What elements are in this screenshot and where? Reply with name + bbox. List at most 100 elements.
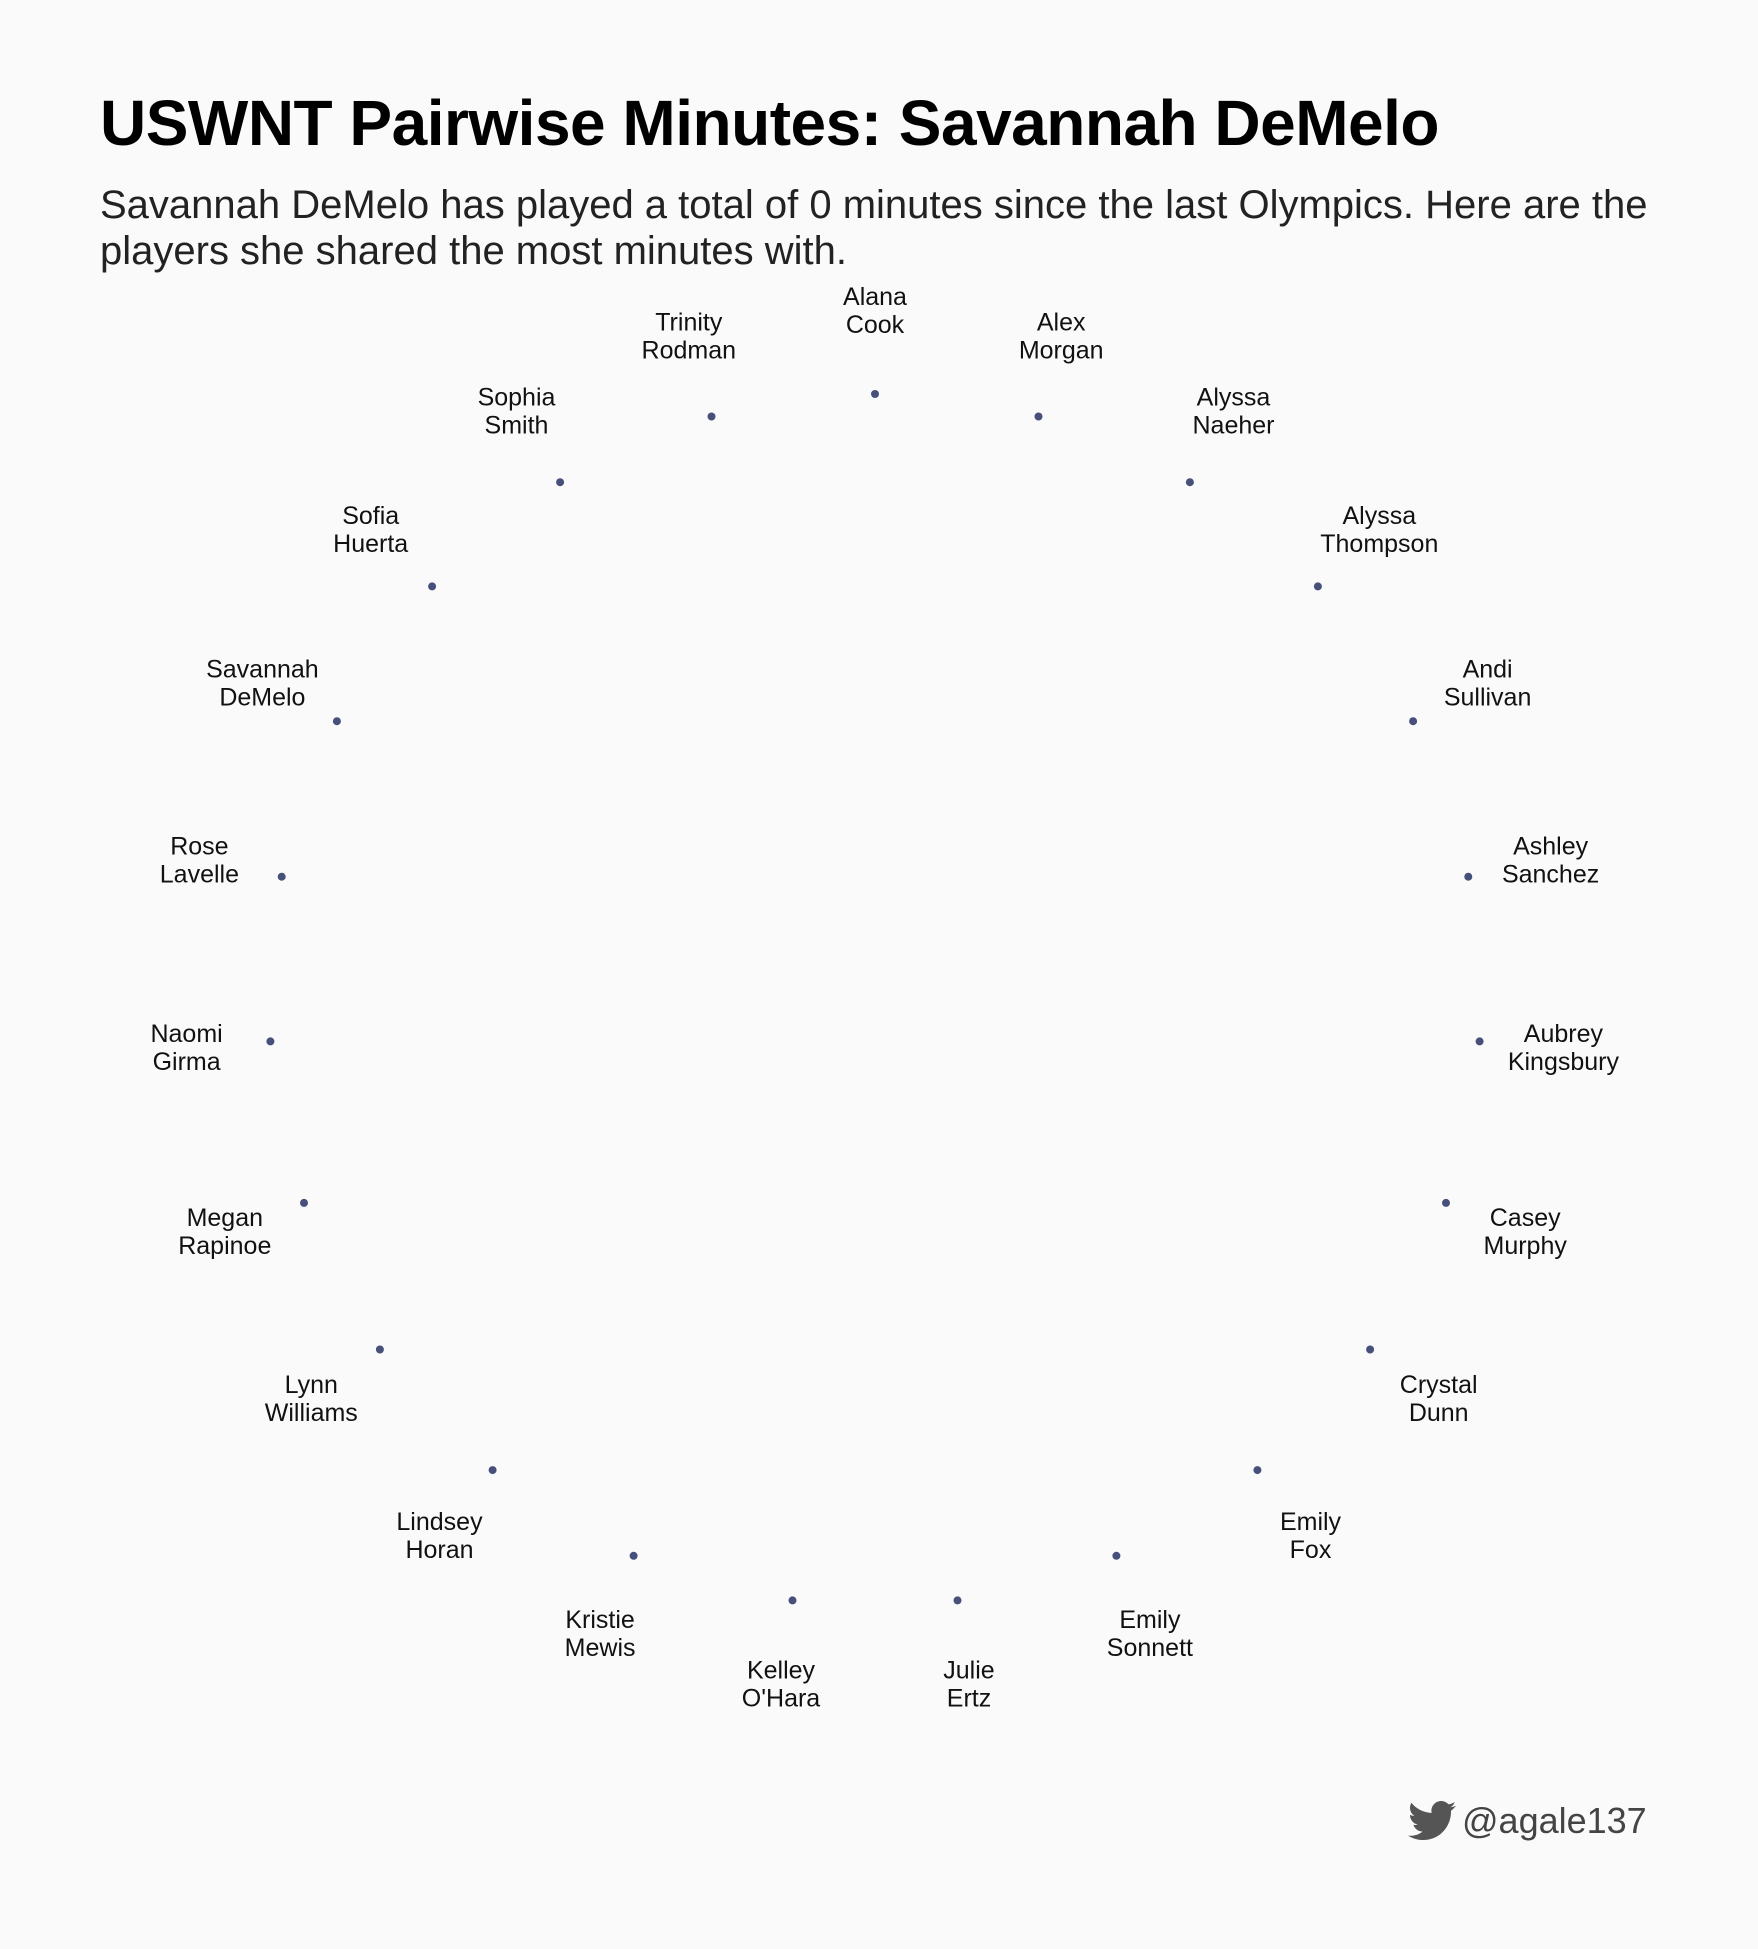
player-point	[1313, 582, 1322, 591]
player-node: Naomi Girma	[150, 1020, 275, 1076]
player-node: Lindsey Horan	[396, 1466, 497, 1564]
player-node: Alyssa Thompson	[1313, 502, 1438, 591]
player-point	[1253, 1466, 1262, 1475]
player-label-line: Julie	[943, 1657, 994, 1685]
player-point	[707, 412, 716, 421]
player-label-line: Fox	[1290, 1536, 1332, 1564]
chart-subtitle: Savannah DeMelo has played a total of 0 …	[100, 183, 1648, 273]
player-label: Kristie Mewis	[565, 1606, 636, 1662]
player-label-line: Lindsey	[396, 1508, 483, 1536]
player-label-line: Alex	[1037, 309, 1086, 337]
player-label-line: Mewis	[565, 1634, 636, 1662]
player-label-line: Kristie	[565, 1606, 634, 1634]
player-label-line: Williams	[265, 1399, 358, 1427]
player-label: Lindsey Horan	[396, 1508, 483, 1564]
player-label: Kelley O'Hara	[742, 1657, 821, 1713]
player-label-line: Emily	[1280, 1508, 1342, 1536]
player-node: Rose Lavelle	[160, 833, 286, 889]
player-node: Trinity Rodman	[642, 309, 737, 421]
player-label: Ashley Sanchez	[1502, 833, 1599, 889]
player-point	[332, 717, 341, 726]
player-label-line: Alyssa	[1197, 384, 1271, 412]
player-label-line: Naomi	[150, 1020, 222, 1048]
player-label-line: Crystal	[1400, 1371, 1478, 1399]
player-point	[788, 1596, 797, 1605]
player-label-line: Dunn	[1409, 1399, 1469, 1427]
player-node: Ashley Sanchez	[1464, 833, 1599, 889]
player-label-line: Rose	[170, 833, 228, 861]
player-label: Alyssa Naeher	[1193, 384, 1275, 440]
player-node: Emily Fox	[1253, 1466, 1342, 1564]
player-label: Emily Sonnett	[1107, 1606, 1193, 1662]
player-label-line: Alana	[843, 283, 907, 311]
credit-handle: @agale137	[1462, 1800, 1647, 1841]
player-point	[428, 582, 437, 591]
player-point	[629, 1551, 638, 1560]
player-node: Alana Cook	[843, 283, 907, 398]
player-node: Alyssa Naeher	[1185, 384, 1275, 487]
player-label-line: O'Hara	[742, 1685, 821, 1713]
player-label: Andi Sullivan	[1444, 656, 1532, 712]
twitter-icon	[1408, 1801, 1456, 1841]
player-node: Sofia Huerta	[333, 502, 437, 591]
player-node: Megan Rapinoe	[178, 1198, 308, 1260]
player-label-line: Ashley	[1513, 833, 1589, 861]
player-label-line: Alyssa	[1342, 502, 1416, 530]
player-node: Kristie Mewis	[565, 1551, 638, 1662]
player-label-line: Sophia	[478, 384, 556, 412]
player-label-line: Kingsbury	[1508, 1048, 1620, 1076]
player-label: Rose Lavelle	[160, 833, 239, 889]
player-label-line: Rapinoe	[178, 1232, 271, 1260]
player-label: Trinity Rodman	[642, 309, 737, 365]
player-point	[375, 1345, 384, 1354]
player-label-line: Andi	[1463, 656, 1513, 684]
player-label-line: Sofia	[342, 502, 399, 530]
player-label-line: Trinity	[655, 309, 723, 337]
player-node: Emily Sonnett	[1107, 1551, 1193, 1662]
player-label-line: Sonnett	[1107, 1634, 1193, 1662]
player-label-line: Sanchez	[1502, 861, 1599, 889]
player-point	[1475, 1037, 1484, 1046]
player-node: Alex Morgan	[1019, 309, 1104, 421]
credit: @agale137	[1408, 1800, 1647, 1842]
player-label-line: Girma	[153, 1048, 221, 1076]
player-point	[1185, 478, 1194, 487]
player-label-line: Casey	[1490, 1204, 1561, 1232]
player-label: Alex Morgan	[1019, 309, 1104, 365]
player-label: Naomi Girma	[150, 1020, 222, 1076]
player-label-line: Horan	[405, 1536, 473, 1564]
player-label-line: Cook	[846, 311, 905, 339]
player-label-line: Emily	[1119, 1606, 1181, 1634]
player-label-line: DeMelo	[219, 684, 305, 712]
player-point	[1112, 1551, 1121, 1560]
player-point	[300, 1198, 308, 1207]
player-label: Sophia Smith	[478, 384, 556, 440]
player-point	[266, 1037, 275, 1046]
player-label-line: Lynn	[285, 1371, 338, 1399]
player-label: Crystal Dunn	[1400, 1371, 1478, 1427]
player-node: Crystal Dunn	[1366, 1345, 1478, 1427]
player-label-line: Lavelle	[160, 861, 239, 889]
player-point	[871, 390, 879, 398]
player-label-line: Rodman	[642, 337, 737, 365]
player-label-line: Naeher	[1193, 412, 1275, 440]
player-label-line: Murphy	[1484, 1232, 1568, 1260]
player-node: Casey Murphy	[1442, 1198, 1568, 1260]
player-point	[1464, 872, 1473, 881]
player-label-line: Sullivan	[1444, 684, 1532, 712]
player-label: Julie Ertz	[943, 1657, 994, 1713]
player-point	[556, 478, 565, 487]
player-node: Sophia Smith	[478, 384, 565, 487]
player-node: Kelley O'Hara	[742, 1596, 821, 1713]
player-node: Julie Ertz	[943, 1596, 995, 1713]
player-label-line: Ertz	[947, 1685, 991, 1713]
player-point	[1366, 1345, 1375, 1354]
player-label-line: Aubrey	[1524, 1020, 1604, 1048]
player-label: Savannah DeMelo	[206, 656, 319, 712]
player-label: Megan Rapinoe	[178, 1204, 271, 1260]
player-point	[953, 1596, 962, 1605]
player-label-line: Morgan	[1019, 337, 1104, 365]
player-label: Casey Murphy	[1484, 1204, 1568, 1260]
player-label-line: Savannah	[206, 656, 319, 684]
player-node: Aubrey Kingsbury	[1475, 1020, 1620, 1076]
